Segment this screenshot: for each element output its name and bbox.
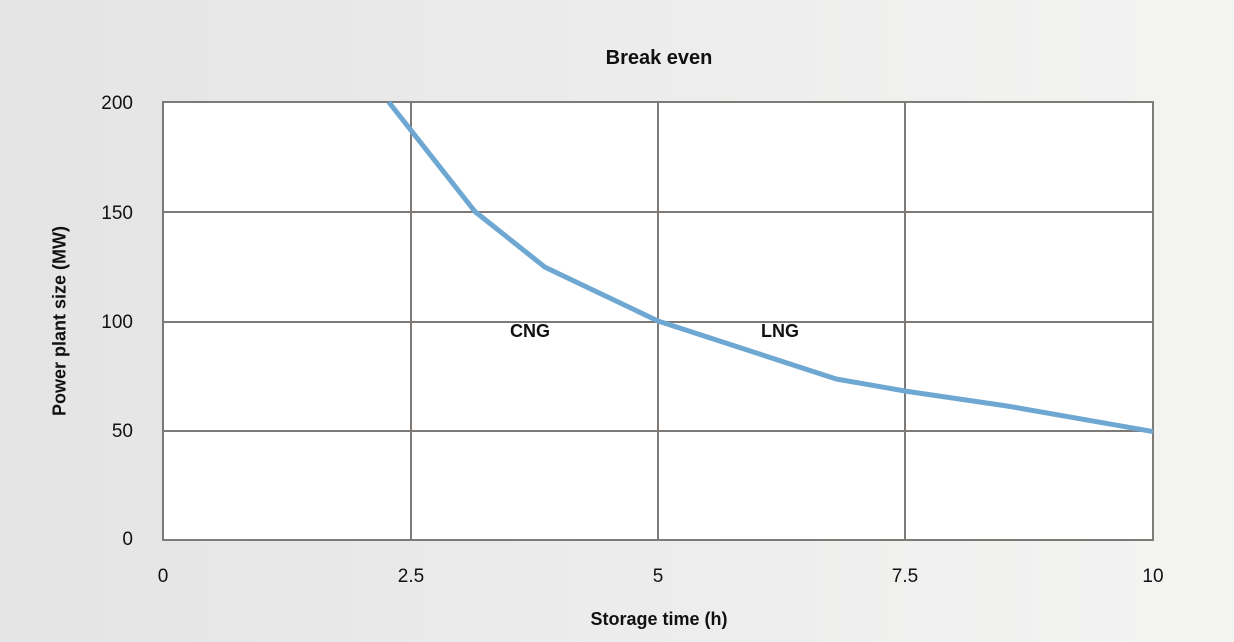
x-tick-7-5: 7.5	[891, 566, 919, 587]
y-tick-150: 150	[101, 203, 133, 224]
x-tick-10: 10	[1142, 566, 1164, 587]
x-tick-2-5: 2.5	[397, 566, 425, 587]
y-tick-100: 100	[101, 312, 133, 333]
y-tick-0: 0	[122, 529, 133, 550]
y-tick-50: 50	[111, 421, 133, 442]
x-tick-5: 5	[652, 566, 664, 587]
gridlines	[163, 102, 1153, 540]
chart-title: Break even	[605, 47, 713, 69]
y-tick-200: 200	[101, 93, 133, 114]
x-axis-label: Storage time (h)	[590, 609, 728, 629]
lng-label: LNG	[761, 321, 799, 341]
break-even-line	[386, 100, 1154, 435]
x-tick-0: 0	[157, 566, 169, 587]
y-axis-label: Power plant size (MW)	[49, 225, 70, 417]
cng-label: CNG	[510, 321, 550, 341]
